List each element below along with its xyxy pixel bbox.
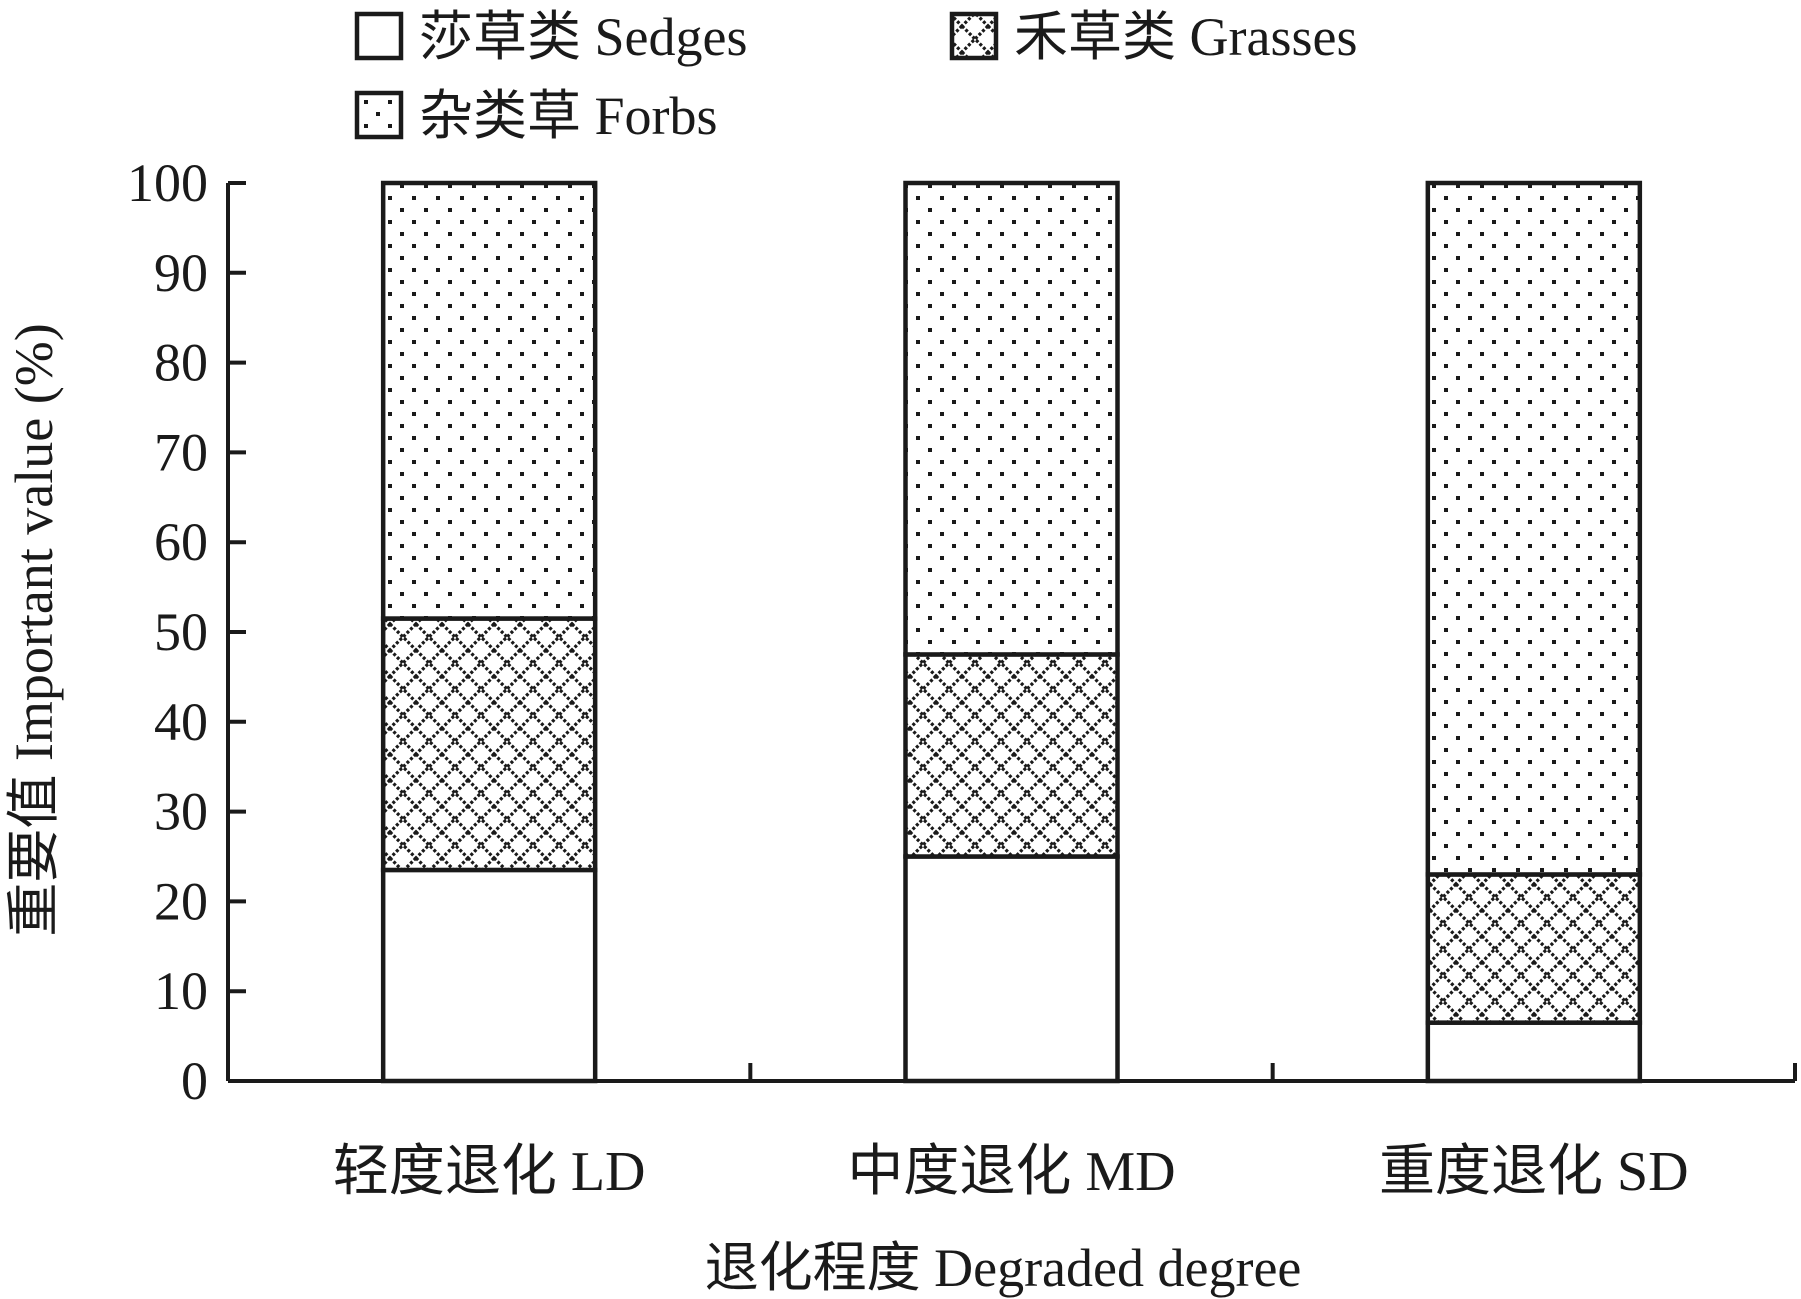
legend: 莎草类 Sedges 禾草类 Grasses 杂类草 Forbs [354, 7, 1357, 146]
y-tick-label: 70 [154, 422, 208, 482]
y-tick-label: 60 [154, 512, 208, 572]
legend-swatch-crosshatch [949, 11, 999, 61]
x-category-label: 中度退化 MD [847, 1141, 1175, 1203]
legend-swatch-blank [354, 11, 404, 61]
legend-swatch-dots [354, 90, 404, 140]
y-tick-label: 50 [154, 602, 208, 662]
legend-label: 杂类草 Forbs [419, 86, 718, 146]
y-tick-label: 30 [154, 782, 208, 842]
bar-segment-blank [380, 867, 598, 1084]
bar-segment-crosshatch [1425, 872, 1643, 1025]
bar-segment-dots [380, 180, 598, 621]
bars [380, 180, 1643, 1084]
y-tick-label: 80 [154, 333, 208, 393]
y-tick-label: 10 [154, 961, 208, 1021]
bar-segment-crosshatch [903, 652, 1120, 859]
y-axis-title: 重要值 Important value (%) [4, 323, 64, 936]
x-axis: 轻度退化 LD 中度退化 MD 重度退化 SD [228, 1063, 1797, 1203]
y-tick-label: 90 [154, 243, 208, 303]
legend-label: 禾草类 Grasses [1014, 7, 1357, 67]
legend-label: 莎草类 Sedges [419, 7, 747, 67]
y-tick-label: 40 [154, 692, 208, 752]
x-category-label: 轻度退化 LD [333, 1141, 646, 1203]
x-axis-title: 退化程度 Degraded degree [705, 1238, 1302, 1298]
bar-segment-dots [903, 180, 1120, 657]
y-tick-label: 0 [181, 1051, 208, 1111]
y-axis: 0 10 20 30 40 50 60 70 80 90 100 [127, 153, 246, 1111]
bar-segment-blank [903, 854, 1120, 1084]
x-category-label: 重度退化 SD [1379, 1141, 1689, 1203]
bar-segment-dots [1425, 180, 1643, 877]
y-tick-label: 100 [127, 153, 208, 213]
bar-segment-crosshatch [380, 616, 598, 873]
y-tick-label: 20 [154, 871, 208, 931]
bar-segment-blank [1425, 1020, 1643, 1084]
